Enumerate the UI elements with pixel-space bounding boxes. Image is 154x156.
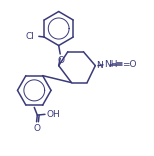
Text: NH: NH [104, 60, 118, 69]
Text: Cl: Cl [25, 32, 34, 41]
Text: OH: OH [47, 110, 60, 119]
Text: O: O [34, 124, 41, 133]
Text: N: N [97, 61, 103, 70]
Text: O: O [57, 56, 65, 65]
Text: =O: =O [122, 60, 137, 69]
